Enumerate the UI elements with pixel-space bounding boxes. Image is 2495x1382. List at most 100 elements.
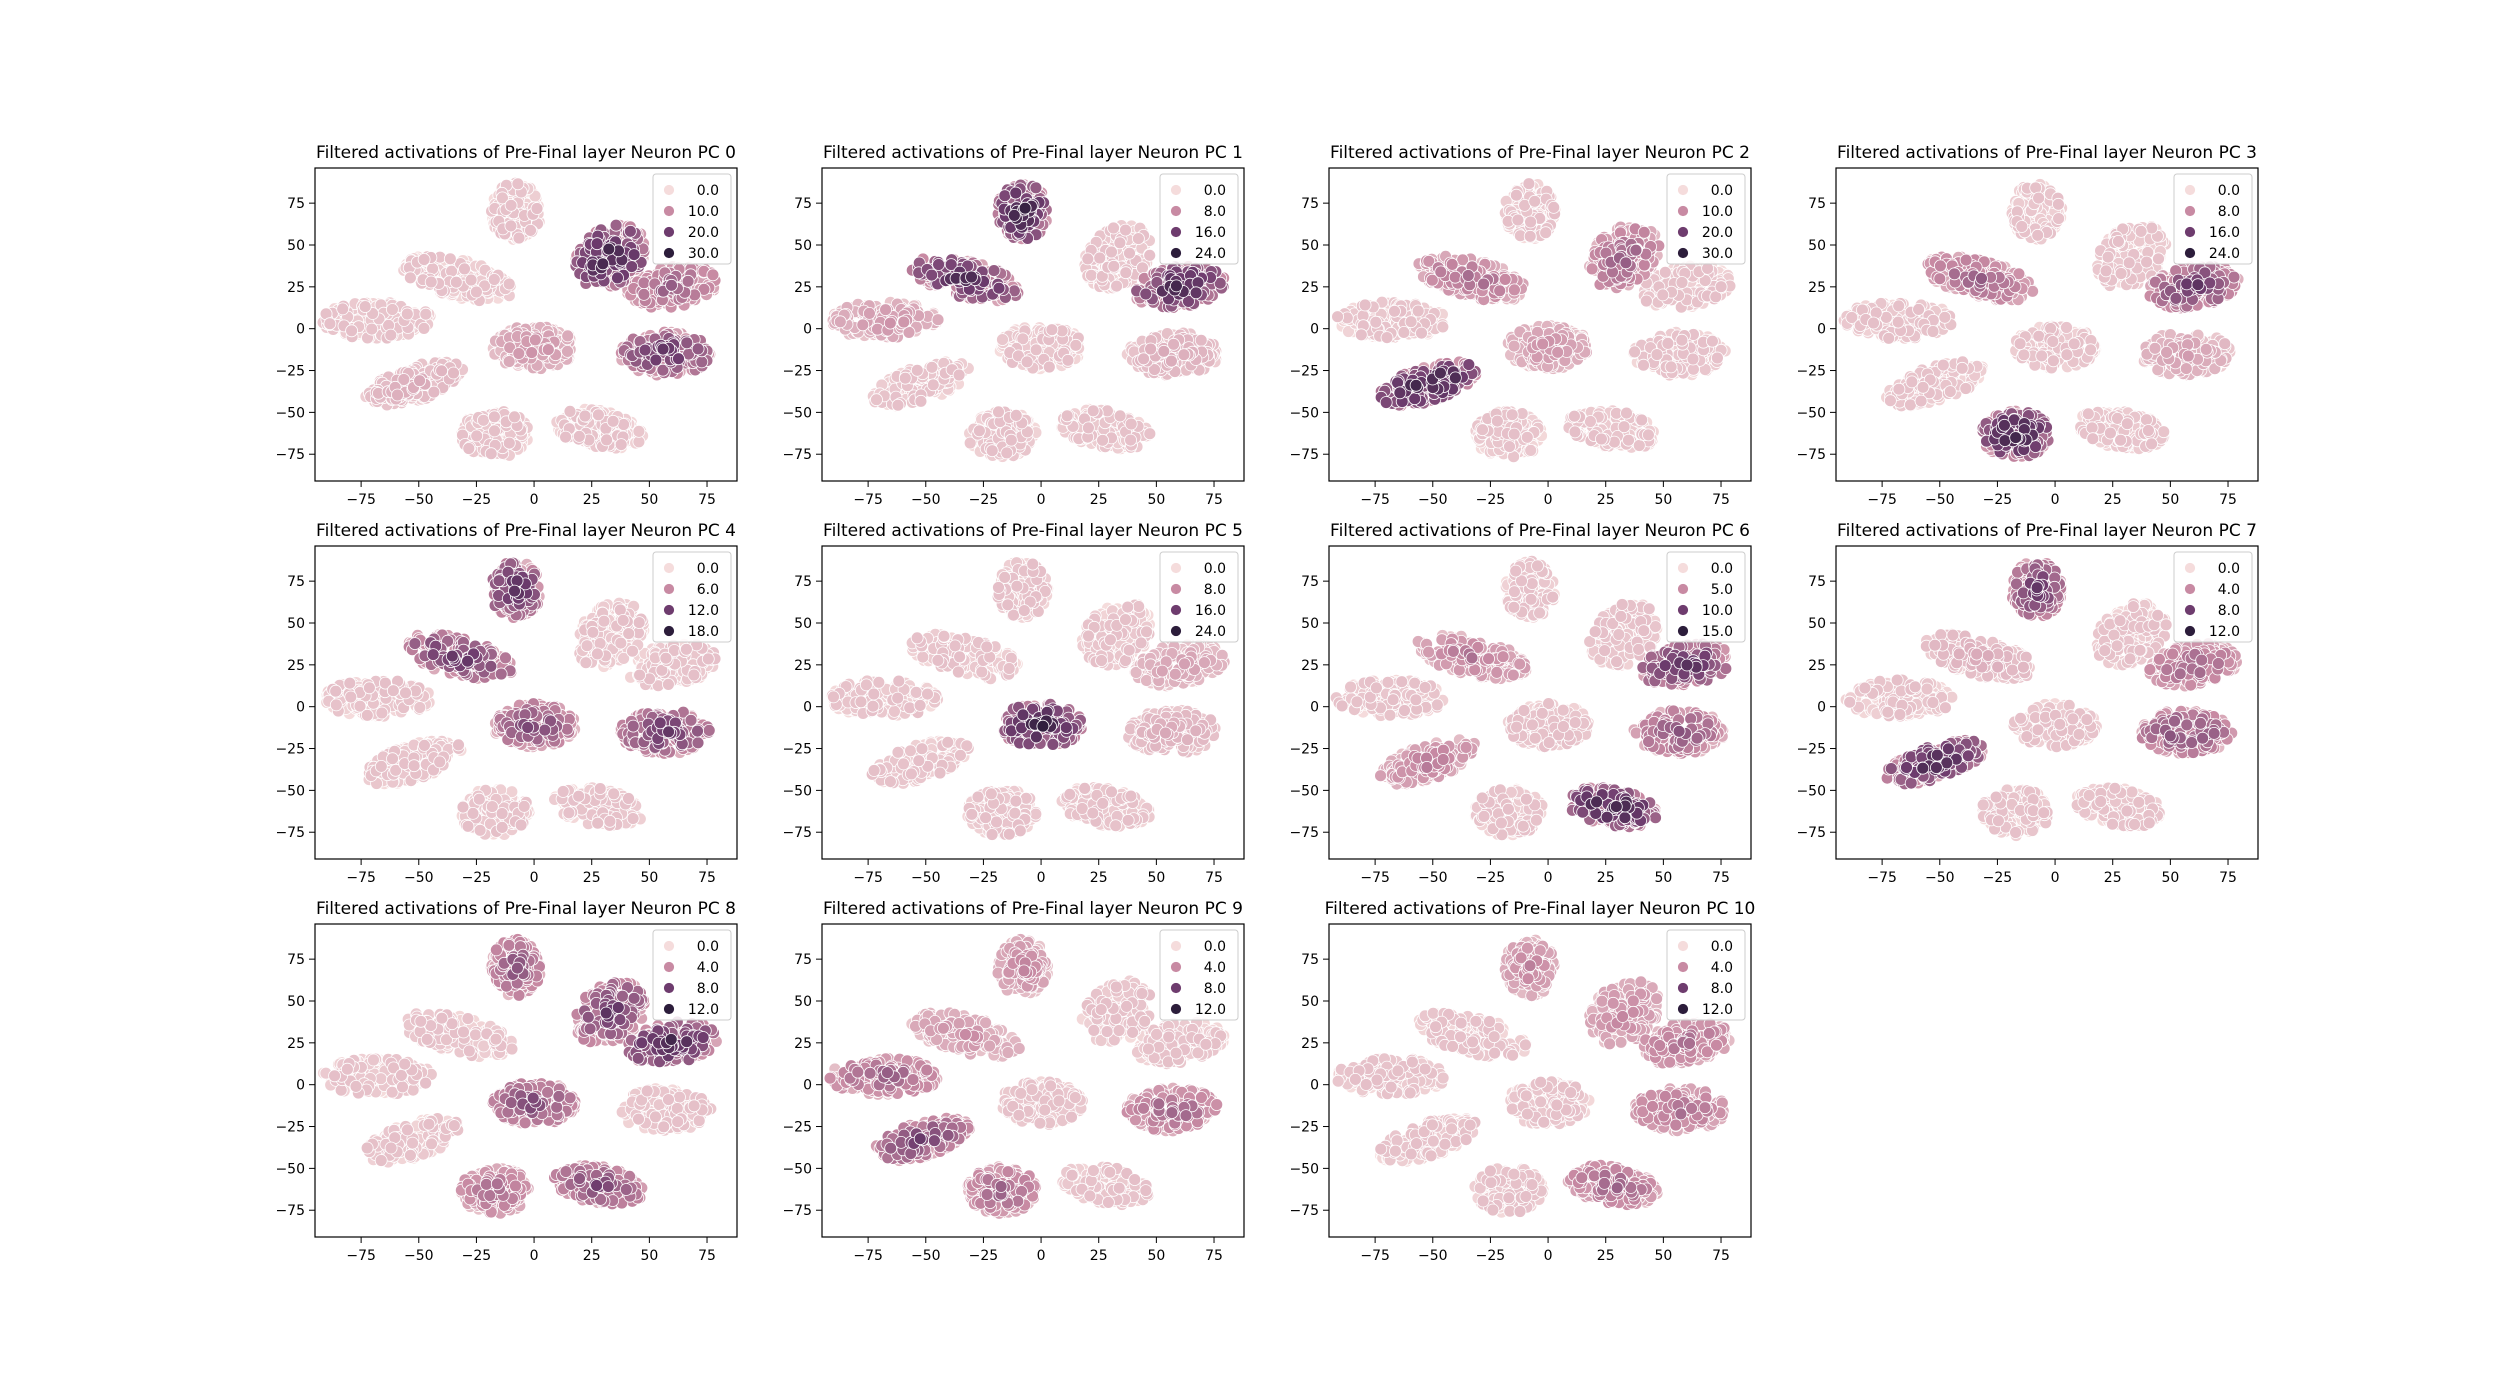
- scatter-point: [1157, 344, 1171, 358]
- scatter-point: [1661, 336, 1675, 350]
- scatter-point: [932, 258, 945, 271]
- scatter-point: [1007, 208, 1021, 222]
- scatter-point: [952, 368, 966, 382]
- legend-marker: [663, 205, 675, 217]
- scatter-point: [925, 360, 939, 374]
- scatter-point: [1000, 446, 1014, 460]
- scatter-point: [1113, 409, 1127, 423]
- legend-label: 10.0: [688, 204, 719, 220]
- y-tick-label: 75: [794, 196, 812, 212]
- y-tick-label: 25: [794, 280, 812, 296]
- scatter-point: [1029, 343, 1043, 357]
- scatter-point: [1042, 360, 1056, 374]
- x-tick-label: 75: [1205, 492, 1223, 508]
- scatter-point: [1137, 352, 1150, 366]
- scatter-point: [424, 275, 438, 289]
- scatter-point: [417, 253, 431, 266]
- scatter-point: [1194, 333, 1208, 347]
- scatter-point: [504, 219, 518, 233]
- scatter-point: [1656, 288, 1670, 302]
- scatter-point: [1119, 266, 1133, 280]
- scatter-point: [931, 313, 945, 327]
- scatter-point: [464, 273, 478, 287]
- scatter-point: [443, 252, 457, 266]
- scatter-point: [1119, 223, 1132, 237]
- scatter-point: [1520, 430, 1534, 444]
- scatter-point: [541, 343, 555, 357]
- scatter-point: [1585, 262, 1599, 276]
- scatter-point: [1415, 326, 1428, 340]
- scatter-point: [1493, 284, 1507, 298]
- subplot-title: Filtered activations of Pre-Final layer …: [316, 143, 736, 163]
- scatter-point: [1331, 310, 1344, 324]
- scatter-point: [1584, 415, 1597, 428]
- scatter-point: [1143, 427, 1157, 441]
- legend-marker: [663, 184, 675, 196]
- x-tick-label: 25: [583, 492, 601, 508]
- scatter-point: [1650, 348, 1664, 362]
- scatter-point: [1628, 345, 1641, 359]
- scatter-point: [1061, 353, 1075, 367]
- scatter-point: [559, 430, 572, 444]
- scatter-point: [672, 352, 685, 366]
- scatter-point: [1507, 339, 1521, 353]
- scatter-point: [706, 268, 720, 282]
- scatter-point: [1511, 213, 1525, 227]
- y-tick-label: 0: [803, 322, 812, 338]
- scatter-point: [1714, 280, 1728, 294]
- scatter-point: [992, 281, 1006, 295]
- scatter-point: [447, 366, 460, 380]
- y-tick-label: −50: [782, 405, 812, 421]
- scatter-point: [1165, 354, 1178, 368]
- scatter-point: [561, 329, 575, 343]
- scatter-point: [508, 410, 521, 424]
- scatter-point: [649, 353, 663, 367]
- scatter-point: [1069, 338, 1083, 352]
- legend-label: 20.0: [688, 225, 719, 241]
- scatter-point: [1086, 404, 1100, 418]
- scatter-point: [1507, 427, 1521, 441]
- scatter-point: [458, 262, 471, 276]
- scatter-point: [637, 276, 651, 290]
- scatter-point: [1436, 320, 1450, 334]
- legend-marker: [663, 226, 675, 238]
- scatter-point: [1617, 420, 1631, 434]
- y-tick-label: 0: [296, 322, 305, 338]
- scatter-point: [1539, 226, 1553, 240]
- legend-marker: [1170, 247, 1182, 259]
- scatter-point: [1404, 315, 1418, 329]
- x-tick-label: −25: [969, 492, 999, 508]
- scatter-point: [1170, 279, 1183, 293]
- scatter-point: [1524, 443, 1538, 457]
- scatter-point: [397, 373, 411, 386]
- scatter-point: [611, 271, 624, 285]
- legend-box: [1159, 173, 1239, 265]
- legend: 0.010.020.030.0: [652, 173, 732, 265]
- x-tick-label: 0: [1037, 492, 1046, 508]
- scatter-point: [926, 378, 940, 392]
- scatter-point: [1595, 432, 1608, 446]
- scatter-point: [656, 342, 670, 356]
- scatter-points: [316, 176, 722, 462]
- legend-marker: [1170, 226, 1182, 238]
- scatter-point: [1632, 439, 1646, 452]
- x-tick-label: 25: [1090, 492, 1108, 508]
- scatter-point: [1675, 276, 1689, 289]
- scatter-point: [1637, 225, 1651, 239]
- scatter-point: [469, 285, 483, 299]
- scatter-point: [1060, 409, 1074, 423]
- scatter-point: [1358, 298, 1372, 312]
- legend-marker: [1170, 184, 1182, 196]
- scatter-point: [656, 363, 670, 377]
- scatter-point: [385, 303, 399, 316]
- scatter-point: [1107, 221, 1120, 235]
- scatter-point: [561, 344, 574, 358]
- legend-label: 0.0: [1204, 183, 1226, 199]
- scatter-point: [1081, 252, 1095, 266]
- scatter-point: [1132, 232, 1145, 246]
- scatter-point: [897, 315, 911, 329]
- scatter-point: [996, 333, 1009, 347]
- scatter-point: [590, 237, 604, 251]
- scatter-point: [1637, 358, 1650, 372]
- scatter-point: [1110, 279, 1123, 293]
